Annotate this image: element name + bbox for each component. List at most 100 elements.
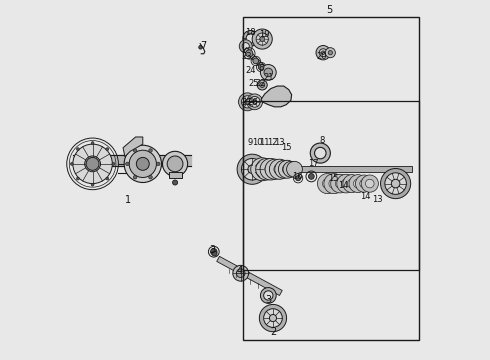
Circle shape bbox=[349, 175, 367, 193]
Circle shape bbox=[91, 183, 94, 186]
Circle shape bbox=[258, 64, 264, 70]
Text: 23: 23 bbox=[242, 52, 252, 61]
Text: 15: 15 bbox=[281, 143, 292, 152]
Circle shape bbox=[270, 315, 276, 321]
Circle shape bbox=[260, 288, 276, 303]
Circle shape bbox=[324, 174, 344, 194]
Text: 11: 11 bbox=[260, 138, 270, 147]
Polygon shape bbox=[217, 256, 282, 296]
Text: 25: 25 bbox=[249, 79, 259, 88]
Text: 22: 22 bbox=[256, 79, 267, 88]
Circle shape bbox=[265, 163, 277, 175]
Circle shape bbox=[322, 179, 333, 189]
Circle shape bbox=[347, 179, 356, 188]
Circle shape bbox=[287, 161, 302, 177]
Circle shape bbox=[331, 174, 349, 193]
Circle shape bbox=[275, 160, 293, 178]
Text: 1: 1 bbox=[125, 195, 131, 205]
Circle shape bbox=[295, 176, 300, 181]
Circle shape bbox=[249, 96, 260, 107]
Circle shape bbox=[242, 158, 263, 180]
Circle shape bbox=[106, 177, 109, 180]
Circle shape bbox=[315, 147, 326, 159]
Circle shape bbox=[86, 157, 99, 170]
Circle shape bbox=[270, 159, 290, 179]
Circle shape bbox=[283, 161, 299, 177]
Circle shape bbox=[316, 45, 330, 60]
Circle shape bbox=[318, 174, 338, 194]
Text: 7: 7 bbox=[200, 41, 207, 50]
Text: 13: 13 bbox=[372, 195, 383, 204]
Text: 14: 14 bbox=[339, 181, 349, 190]
Text: 3: 3 bbox=[265, 295, 271, 305]
Text: 20: 20 bbox=[317, 52, 327, 61]
Circle shape bbox=[76, 148, 79, 150]
Bar bbox=[169, 172, 181, 178]
Circle shape bbox=[167, 156, 183, 172]
Circle shape bbox=[148, 149, 152, 152]
Circle shape bbox=[355, 175, 373, 192]
Circle shape bbox=[329, 179, 339, 189]
Circle shape bbox=[71, 162, 73, 165]
Text: 27: 27 bbox=[242, 98, 252, 107]
Circle shape bbox=[148, 175, 152, 179]
Circle shape bbox=[245, 50, 253, 57]
Circle shape bbox=[252, 29, 272, 49]
Circle shape bbox=[125, 162, 129, 166]
Circle shape bbox=[245, 99, 250, 104]
Text: 3: 3 bbox=[210, 245, 216, 255]
Circle shape bbox=[366, 179, 374, 188]
Circle shape bbox=[243, 31, 259, 46]
Text: 19: 19 bbox=[260, 30, 270, 39]
Circle shape bbox=[91, 141, 94, 144]
Circle shape bbox=[133, 149, 137, 152]
Circle shape bbox=[242, 42, 249, 50]
Text: 9: 9 bbox=[248, 138, 253, 147]
Circle shape bbox=[251, 158, 274, 181]
Circle shape bbox=[239, 40, 252, 53]
Circle shape bbox=[264, 291, 273, 300]
Circle shape bbox=[237, 154, 267, 184]
Circle shape bbox=[328, 50, 333, 55]
Circle shape bbox=[353, 179, 363, 188]
Circle shape bbox=[211, 248, 217, 255]
Circle shape bbox=[112, 162, 115, 165]
Circle shape bbox=[163, 151, 188, 176]
Circle shape bbox=[321, 51, 325, 54]
Circle shape bbox=[106, 148, 109, 150]
Text: 24: 24 bbox=[245, 66, 256, 75]
Circle shape bbox=[343, 175, 361, 193]
Circle shape bbox=[233, 265, 248, 281]
Text: 17: 17 bbox=[308, 159, 319, 168]
Text: 8: 8 bbox=[319, 136, 325, 145]
Circle shape bbox=[381, 168, 411, 199]
Circle shape bbox=[156, 162, 160, 166]
Circle shape bbox=[310, 143, 330, 163]
Text: 14: 14 bbox=[360, 192, 370, 201]
Polygon shape bbox=[244, 48, 273, 77]
Circle shape bbox=[264, 68, 272, 77]
Circle shape bbox=[73, 144, 112, 184]
Circle shape bbox=[129, 150, 156, 177]
Circle shape bbox=[264, 309, 282, 327]
Bar bbox=[243, 101, 419, 270]
Circle shape bbox=[361, 175, 378, 192]
Circle shape bbox=[260, 158, 282, 180]
Text: 18: 18 bbox=[245, 28, 256, 37]
Circle shape bbox=[76, 177, 79, 180]
Circle shape bbox=[247, 94, 263, 110]
Text: 26: 26 bbox=[247, 98, 258, 107]
Circle shape bbox=[261, 163, 272, 175]
Circle shape bbox=[248, 165, 256, 174]
Bar bbox=[243, 17, 419, 339]
Circle shape bbox=[319, 49, 327, 57]
Circle shape bbox=[242, 96, 254, 108]
Circle shape bbox=[270, 164, 281, 175]
Circle shape bbox=[239, 93, 256, 111]
Text: 5: 5 bbox=[326, 5, 332, 15]
Circle shape bbox=[133, 175, 137, 179]
Text: 13: 13 bbox=[274, 138, 284, 147]
Circle shape bbox=[212, 251, 217, 256]
Text: 2: 2 bbox=[270, 327, 277, 337]
Circle shape bbox=[282, 164, 292, 174]
